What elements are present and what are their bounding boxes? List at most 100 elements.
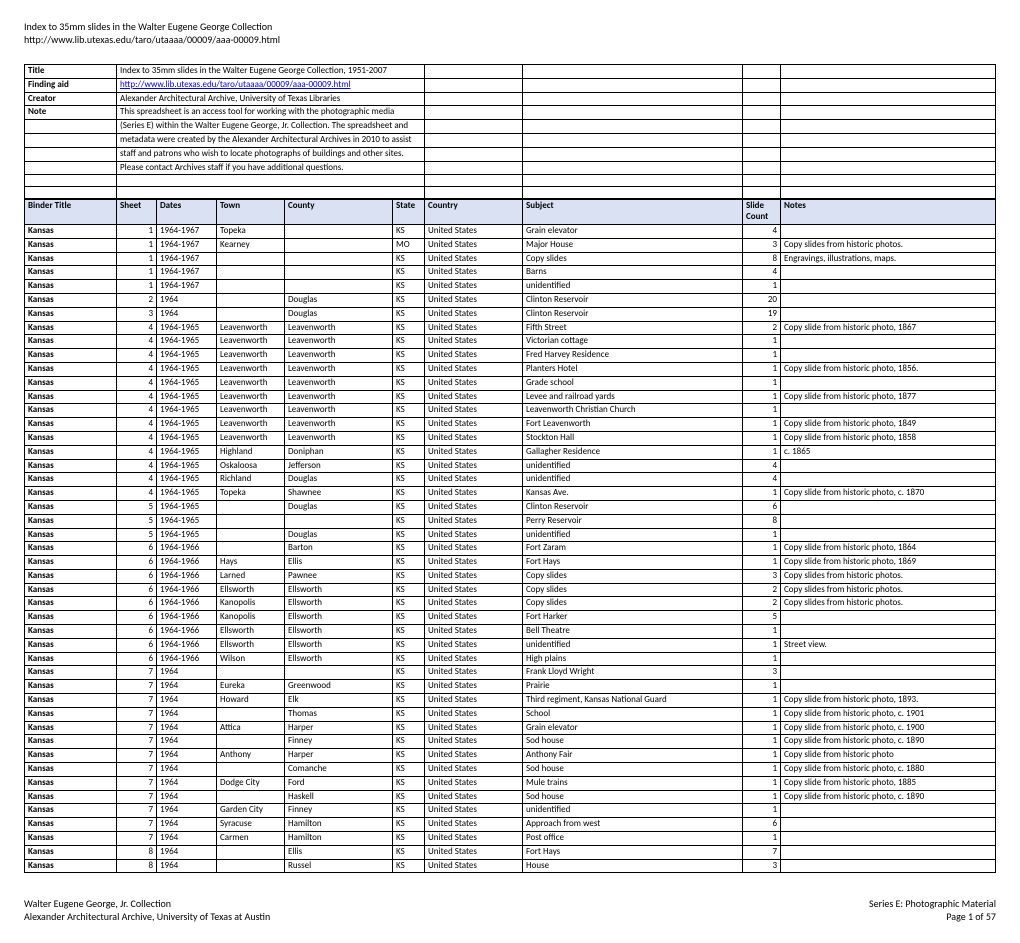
cell-dates: 1964-1966 bbox=[157, 625, 217, 639]
cell-county: Leavenworth bbox=[285, 418, 393, 432]
cell-town bbox=[217, 500, 285, 514]
cell-sheet: 4 bbox=[117, 349, 157, 363]
cell-count: 1 bbox=[743, 362, 781, 376]
cell-count: 1 bbox=[743, 735, 781, 749]
cell-sheet: 6 bbox=[117, 652, 157, 666]
col-count: Slide Count bbox=[743, 200, 781, 225]
cell-binder: Kansas bbox=[25, 832, 117, 846]
cell-country: United States bbox=[425, 514, 523, 528]
cell-county: Leavenworth bbox=[285, 335, 393, 349]
cell-county: Finney bbox=[285, 804, 393, 818]
cell-county bbox=[285, 252, 393, 266]
cell-count: 1 bbox=[743, 749, 781, 763]
cell-count: 1 bbox=[743, 418, 781, 432]
cell-dates: 1964-1966 bbox=[157, 569, 217, 583]
cell-subject: House bbox=[523, 859, 743, 873]
cell-notes bbox=[781, 680, 996, 694]
cell-sheet: 1 bbox=[117, 252, 157, 266]
cell-binder: Kansas bbox=[25, 721, 117, 735]
cell-county bbox=[285, 666, 393, 680]
cell-country: United States bbox=[425, 266, 523, 280]
col-state: State bbox=[393, 200, 425, 225]
cell-notes bbox=[781, 266, 996, 280]
cell-state: KS bbox=[393, 307, 425, 321]
cell-dates: 1964-1967 bbox=[157, 280, 217, 294]
cell-binder: Kansas bbox=[25, 431, 117, 445]
cell-dates: 1964 bbox=[157, 735, 217, 749]
cell-county: Hamilton bbox=[285, 832, 393, 846]
cell-county: Greenwood bbox=[285, 680, 393, 694]
cell-town bbox=[217, 542, 285, 556]
cell-binder: Kansas bbox=[25, 859, 117, 873]
meta-blank bbox=[523, 65, 743, 79]
cell-state: KS bbox=[393, 280, 425, 294]
cell-dates: 1964-1965 bbox=[157, 500, 217, 514]
cell-notes bbox=[781, 611, 996, 625]
cell-town bbox=[217, 528, 285, 542]
cell-dates: 1964-1965 bbox=[157, 459, 217, 473]
cell-count: 1 bbox=[743, 638, 781, 652]
cell-count: 1 bbox=[743, 487, 781, 501]
table-row: Kansas41964-1965HighlandDoniphanKSUnited… bbox=[25, 445, 996, 459]
cell-notes: Copy slide from historic photo, c. 1870 bbox=[781, 487, 996, 501]
meta-row-note-1: Note This spreadsheet is an access tool … bbox=[25, 106, 996, 120]
cell-dates: 1964-1965 bbox=[157, 376, 217, 390]
cell-country: United States bbox=[425, 293, 523, 307]
cell-count: 1 bbox=[743, 763, 781, 777]
cell-sheet: 4 bbox=[117, 321, 157, 335]
table-row: Kansas71964AnthonyHarperKSUnited StatesA… bbox=[25, 749, 996, 763]
cell-binder: Kansas bbox=[25, 390, 117, 404]
cell-notes: Copy slide from historic photo, 1867 bbox=[781, 321, 996, 335]
col-count-l2: Count bbox=[746, 211, 768, 222]
cell-dates: 1964 bbox=[157, 666, 217, 680]
cell-binder: Kansas bbox=[25, 445, 117, 459]
meta-spacer bbox=[25, 187, 996, 199]
cell-county: Leavenworth bbox=[285, 376, 393, 390]
cell-dates: 1964-1966 bbox=[157, 583, 217, 597]
table-row: Kansas21964DouglasKSUnited StatesClinton… bbox=[25, 293, 996, 307]
cell-notes: Copy slide from historic photo, 1893. bbox=[781, 694, 996, 708]
cell-state: KS bbox=[393, 666, 425, 680]
cell-notes bbox=[781, 293, 996, 307]
cell-county: Hamilton bbox=[285, 818, 393, 832]
cell-state: KS bbox=[393, 790, 425, 804]
cell-dates: 1964-1967 bbox=[157, 266, 217, 280]
cell-county: Ellsworth bbox=[285, 597, 393, 611]
cell-dates: 1964-1965 bbox=[157, 445, 217, 459]
table-row: Kansas41964-1965LeavenworthLeavenworthKS… bbox=[25, 376, 996, 390]
table-row: Kansas81964RusselKSUnited StatesHouse3 bbox=[25, 859, 996, 873]
cell-subject: Leavenworth Christian Church bbox=[523, 404, 743, 418]
cell-state: KS bbox=[393, 487, 425, 501]
cell-country: United States bbox=[425, 804, 523, 818]
cell-town: Ellsworth bbox=[217, 583, 285, 597]
cell-county bbox=[285, 280, 393, 294]
table-row: Kansas71964KSUnited StatesFrank Lloyd Wr… bbox=[25, 666, 996, 680]
cell-subject: unidentified bbox=[523, 528, 743, 542]
cell-dates: 1964 bbox=[157, 832, 217, 846]
cell-state: KS bbox=[393, 376, 425, 390]
cell-state: KS bbox=[393, 721, 425, 735]
cell-binder: Kansas bbox=[25, 790, 117, 804]
cell-subject: Fort Leavenworth bbox=[523, 418, 743, 432]
meta-findingaid-label: Finding aid bbox=[25, 78, 117, 92]
cell-count: 6 bbox=[743, 818, 781, 832]
finding-aid-link[interactable]: http://www.lib.utexas.edu/taro/utaaaa/00… bbox=[120, 79, 350, 90]
cell-count: 8 bbox=[743, 252, 781, 266]
cell-notes bbox=[781, 666, 996, 680]
cell-state: KS bbox=[393, 556, 425, 570]
cell-count: 1 bbox=[743, 445, 781, 459]
cell-county: Harper bbox=[285, 749, 393, 763]
col-sheet: Sheet bbox=[117, 200, 157, 225]
cell-country: United States bbox=[425, 832, 523, 846]
cell-state: KS bbox=[393, 749, 425, 763]
cell-town: Larned bbox=[217, 569, 285, 583]
cell-sheet: 6 bbox=[117, 569, 157, 583]
cell-town: Syracuse bbox=[217, 818, 285, 832]
cell-sheet: 7 bbox=[117, 804, 157, 818]
cell-subject: Levee and railroad yards bbox=[523, 390, 743, 404]
cell-subject: High plains bbox=[523, 652, 743, 666]
cell-binder: Kansas bbox=[25, 376, 117, 390]
table-row: Kansas41964-1965LeavenworthLeavenworthKS… bbox=[25, 349, 996, 363]
cell-country: United States bbox=[425, 680, 523, 694]
cell-count: 1 bbox=[743, 652, 781, 666]
